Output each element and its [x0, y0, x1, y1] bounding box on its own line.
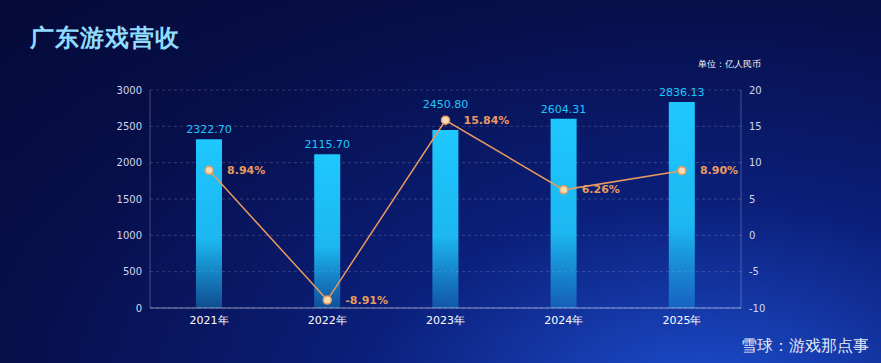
svg-text:-10: -10	[749, 303, 765, 314]
svg-text:2025年: 2025年	[662, 314, 701, 327]
svg-text:3000: 3000	[117, 85, 142, 96]
svg-text:-5: -5	[749, 266, 759, 277]
svg-text:2022年: 2022年	[308, 314, 347, 327]
svg-text:2023年: 2023年	[426, 314, 465, 327]
svg-text:2836.13: 2836.13	[659, 86, 705, 99]
svg-text:2021年: 2021年	[190, 314, 229, 327]
html-text:单位：亿人民币: 单位：亿人民币	[698, 59, 761, 69]
svg-text:8.94%: 8.94%	[227, 164, 265, 177]
html-text:雪球：游戏那点事: 雪球：游戏那点事	[741, 336, 869, 355]
svg-text:2604.31: 2604.31	[541, 103, 587, 116]
svg-text:500: 500	[123, 266, 142, 277]
svg-text:10: 10	[749, 157, 762, 168]
svg-text:1500: 1500	[117, 194, 142, 205]
svg-text:15: 15	[749, 121, 762, 132]
html-text:广东游戏营收: 广东游戏营收	[30, 24, 180, 52]
svg-text:6.26%: 6.26%	[582, 183, 620, 196]
svg-text:2322.70: 2322.70	[186, 123, 232, 136]
svg-text:0: 0	[749, 230, 755, 241]
svg-text:8.90%: 8.90%	[700, 164, 738, 177]
svg-text:2024年: 2024年	[544, 314, 583, 327]
svg-text:0: 0	[136, 303, 142, 314]
svg-text:15.84%: 15.84%	[464, 114, 510, 127]
svg-text:2000: 2000	[117, 157, 142, 168]
svg-text:-8.91%: -8.91%	[345, 294, 388, 307]
svg-text:5: 5	[749, 194, 755, 205]
svg-text:20: 20	[749, 85, 762, 96]
svg-text:2450.80: 2450.80	[423, 98, 469, 111]
svg-text:2115.70: 2115.70	[304, 138, 350, 151]
svg-text:1000: 1000	[117, 230, 142, 241]
svg-text:2500: 2500	[117, 121, 142, 132]
